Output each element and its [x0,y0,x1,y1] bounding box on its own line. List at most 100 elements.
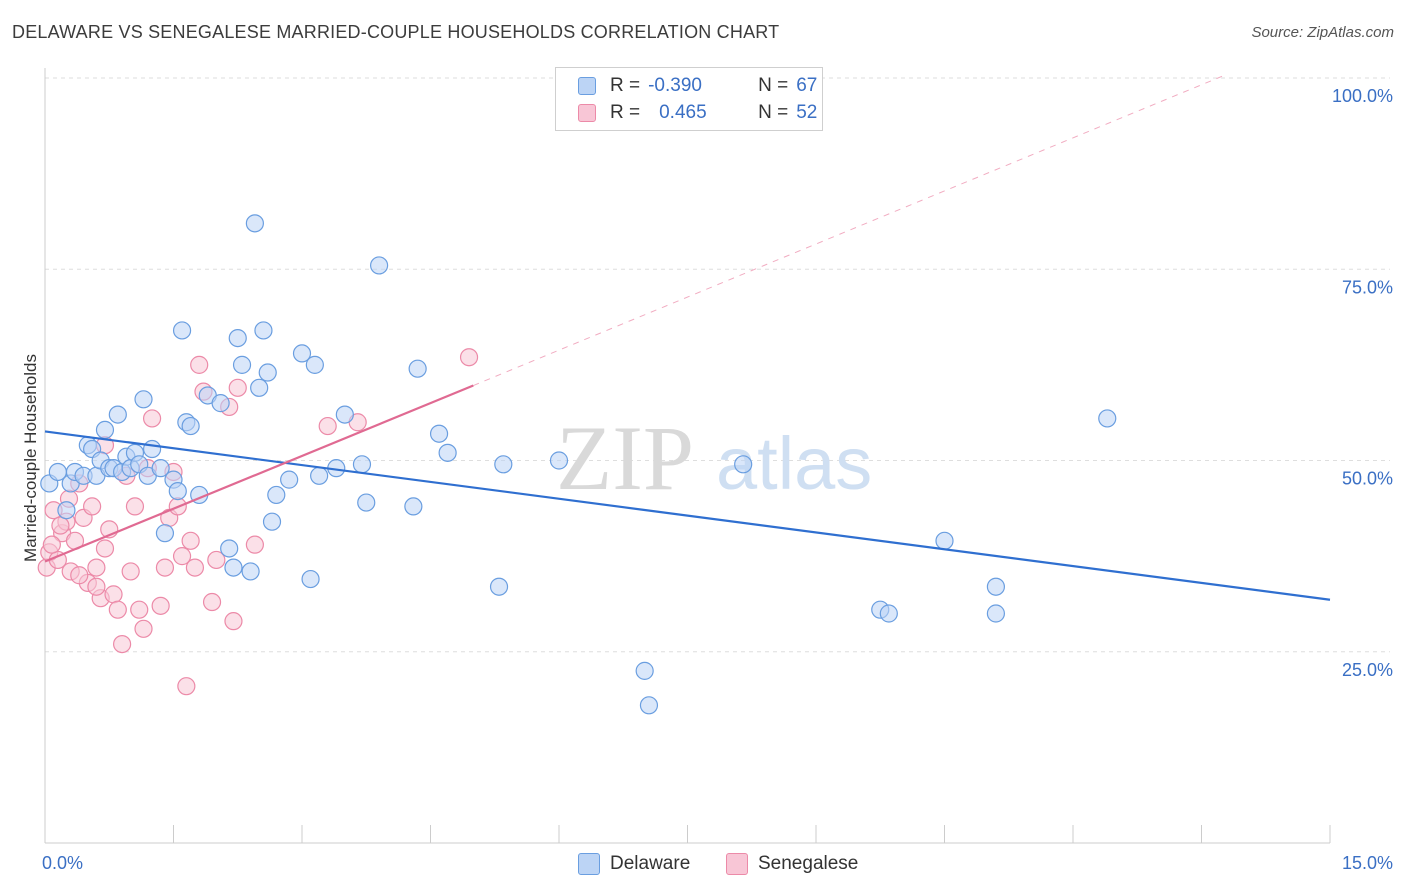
legend-n-label: N = [758,75,789,96]
bottom-legend-label: Delaware [610,853,691,874]
senegalese-point [70,566,89,585]
delaware-point [489,577,509,596]
senegalese-point [142,409,162,428]
senegalese-point [155,558,175,577]
legend-r-label: R = [610,102,641,123]
delaware-point [639,696,659,715]
senegalese-point [83,497,102,516]
delaware-point [879,604,898,623]
legend-n-value: 52 [796,102,818,123]
delaware-point [301,569,320,589]
delaware-swatch [578,77,596,95]
senegalese-point [181,531,200,550]
delaware-trend-line [44,430,1331,601]
bottom-legend-senegalese: Senegalese [726,851,858,877]
senegalese-point [121,562,140,581]
correlation-legend: R = -0.390 N = 67 R = 0.465 N = 52 [555,67,823,131]
delaware-point [267,485,286,505]
delaware-point [95,420,115,439]
legend-n-label: N = [758,102,789,123]
chart-title: DELAWARE VS SENEGALESE MARRIED-COUPLE HO… [12,22,780,42]
y-tick-label: 75.0% [1342,277,1393,297]
senegalese-point [42,535,61,554]
delaware-point [408,359,427,378]
delaware-point [155,524,175,543]
y-axis-label: Married-couple Households [21,354,40,562]
delaware-point [57,501,76,520]
delaware-point [232,355,252,374]
delaware-point [986,604,1006,623]
delaware-point [429,424,449,443]
delaware-swatch [578,853,600,875]
delaware-point [352,455,372,474]
delaware-point [228,329,247,348]
delaware-point [151,459,170,478]
senegalese-point [177,677,196,696]
watermark: ZIP atlas [556,407,872,509]
delaware-point [549,451,569,470]
delaware-point [404,497,423,516]
bottom-legend-label: Senegalese [758,853,859,874]
delaware-point [1098,409,1117,428]
delaware-point [494,455,513,474]
axes [44,68,1331,844]
delaware-point [292,344,312,363]
delaware-point [220,539,239,558]
senegalese-point [151,596,170,615]
y-tick-label: 100.0% [1332,86,1393,106]
delaware-point [250,378,269,397]
senegalese-point [228,378,247,397]
senegalese-point [134,619,153,638]
delaware-point [357,493,376,512]
bottom-legend-delaware: Delaware [578,851,690,877]
legend-r-label: R = [610,75,641,96]
x-tick-label: 0.0% [42,853,83,873]
delaware-point [935,531,954,550]
delaware-point [305,355,324,374]
delaware-point [172,321,192,340]
watermark-zip: ZIP [556,407,694,509]
senegalese-point [87,577,106,596]
x-tick-label: 15.0% [1342,853,1393,873]
legend-r-value: 0.465 [659,102,707,123]
delaware-point [142,439,162,459]
legend-row-senegalese: R = 0.465 N = 52 [578,99,817,127]
delaware-point [635,661,654,680]
delaware-point [211,394,230,413]
delaware-point [134,390,153,409]
delaware-point [258,363,277,382]
senegalese-point [202,592,222,612]
senegalese-point [108,600,127,619]
delaware-point [168,482,187,501]
delaware-point [335,405,354,424]
legend-r-value: -0.390 [648,75,702,96]
trend-lines [44,73,1331,601]
delaware-point [370,256,389,275]
senegalese-point [95,539,115,558]
y-tick-label: 25.0% [1342,660,1393,680]
senegalese-swatch [578,104,596,122]
delaware-point [986,577,1006,596]
delaware-point [254,321,273,340]
senegalese-point [172,547,192,566]
senegalese-point [104,585,123,604]
delaware-point [262,512,282,531]
delaware-point [734,455,753,474]
senegalese-point [87,558,106,577]
legend-row-delaware: R = -0.390 N = 67 [578,72,817,100]
senegalese-point [185,558,205,577]
legend-n-value: 67 [796,75,818,96]
delaware-point [241,562,260,581]
source-label: Source: ZipAtlas.com [1251,24,1394,41]
senegalese-point [130,600,149,619]
senegalese-point [207,550,226,570]
delaware-point [438,443,457,462]
senegalese-point [245,535,264,554]
delaware-point [280,470,299,489]
delaware-point [181,416,200,436]
delaware-point [310,466,329,485]
senegalese-swatch [726,853,748,875]
senegalese-point [112,634,132,654]
senegalese-point [51,516,70,535]
